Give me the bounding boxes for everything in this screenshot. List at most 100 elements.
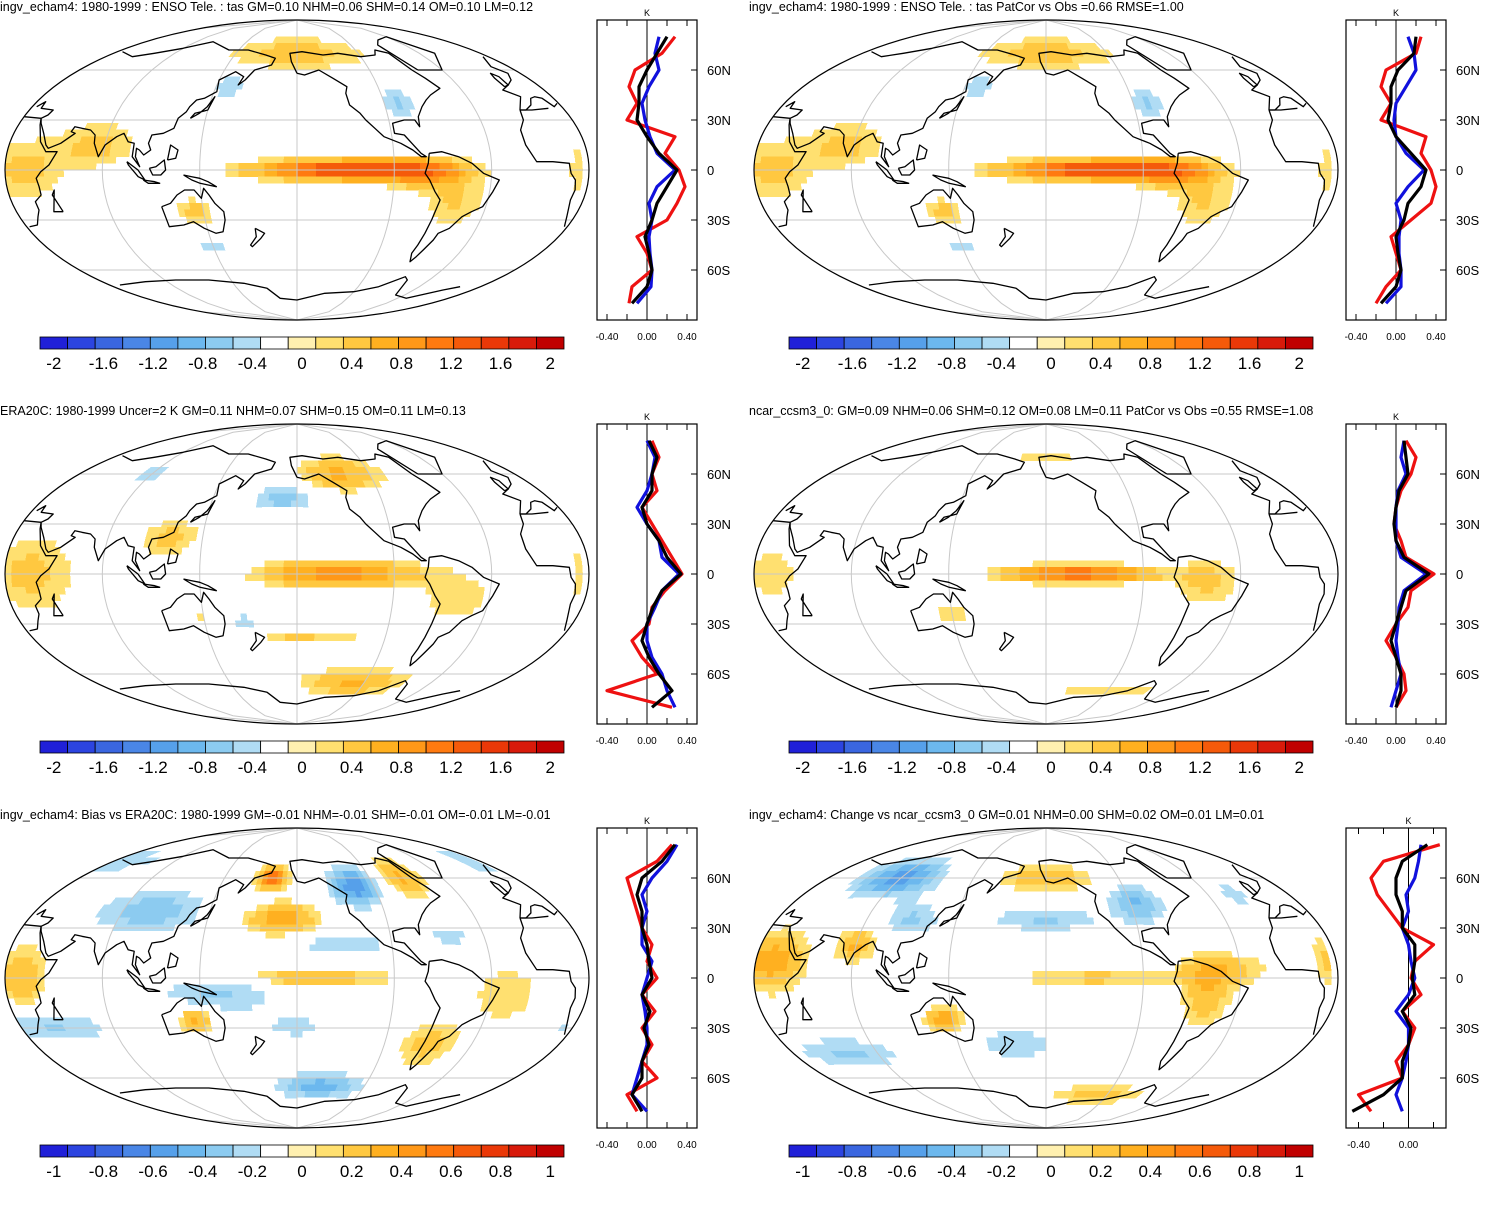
field-cell [1103,176,1112,184]
colorbar-box [788,1144,817,1158]
coastline [161,187,226,234]
field-cell [205,560,214,568]
colorbar-label: -2 [46,354,61,373]
colorbar-label: -0.2 [987,1162,1016,1181]
field-cell [766,163,775,171]
field-cell [1226,176,1235,184]
field-cell [1110,573,1118,581]
field-cell [309,567,317,575]
field-cell [1103,156,1112,164]
field-cell [273,904,281,912]
field-cell [380,580,389,588]
colorbar-box [425,1144,455,1158]
field-cell [1117,169,1125,177]
field-cell [322,580,330,588]
field-cell [1045,884,1052,892]
field-cell [186,991,195,999]
field-cell [148,991,156,999]
field-cell [315,937,323,945]
field-cell [1045,580,1053,588]
field-cell [181,540,190,548]
meridian-line [101,828,298,1128]
field-cell [69,156,78,164]
field-cell [309,580,317,588]
field-cell [361,169,369,177]
coastline [289,49,441,158]
field-cell [17,176,26,184]
field-cell [277,991,285,999]
field-cell [246,613,255,621]
field-cell [937,196,946,204]
field-cell [24,567,32,575]
field-cell [1214,163,1222,171]
field-cell [290,904,298,912]
colorbar-box [954,1144,983,1158]
field-cell [232,997,240,1005]
field-cell [1016,1044,1024,1052]
coastline [249,631,266,652]
field-cell [219,997,228,1005]
field-cell [63,156,72,164]
panel-title: ERA20C: 1980-1999 Uncer=2 K GM=0.11 NHM=… [0,404,466,418]
colorbar-box [1229,1144,1259,1158]
field-cell [425,156,434,164]
field-cell [1040,1051,1047,1059]
field-cell [271,931,279,939]
field-cell [1041,864,1047,872]
field-cell [1194,971,1203,979]
field-cell [296,573,304,581]
meridian-line [850,424,1047,724]
field-cell [296,487,303,495]
field-cell [465,163,473,171]
colorbar-box [1202,1144,1231,1158]
field-cell [278,1031,286,1039]
field-cell [1168,176,1176,184]
coastline [489,476,509,492]
field-cell [465,607,475,615]
field-cell [799,971,807,979]
field-cell [387,567,395,575]
coastline [785,41,1307,168]
field-cell [1123,169,1131,177]
field-cell [270,977,278,985]
field-cell [275,884,283,892]
field-cell [1028,904,1035,912]
field-cell [1103,580,1112,588]
meridian-line [1045,828,1144,1128]
field-cell [1138,687,1154,695]
field-cell [30,971,39,979]
field-cell [1219,957,1228,965]
field-cell [831,163,839,171]
field-cell [1104,169,1112,177]
field-cell [1052,176,1060,184]
field-cell [24,163,32,171]
field-cell [1039,1037,1047,1045]
colorbar-box [232,740,262,754]
colorbar-box [981,1144,1011,1158]
field-cell [1035,877,1042,885]
field-cell [1063,917,1071,925]
field-cell [322,951,330,959]
coastline [800,997,813,1021]
field-cell [1116,176,1125,184]
coastline [932,578,967,592]
field-cell [348,633,357,641]
field-cell [1104,163,1112,171]
field-cell [980,163,988,171]
field-cell [302,904,309,912]
colorbar-box [926,740,955,754]
field-cell [393,567,402,575]
field-cell [303,156,311,164]
field-cell [11,977,19,985]
colorbar-label: -2 [795,354,810,373]
field-cell [251,997,259,1005]
field-cell [30,964,39,972]
colorbar-box [205,1144,234,1158]
field-cell [270,971,278,979]
field-cell [56,580,65,588]
field-cell [17,573,26,581]
field-cell [283,1004,291,1012]
field-cell [818,163,826,171]
field-cell [284,507,292,515]
field-cell [1253,971,1261,979]
